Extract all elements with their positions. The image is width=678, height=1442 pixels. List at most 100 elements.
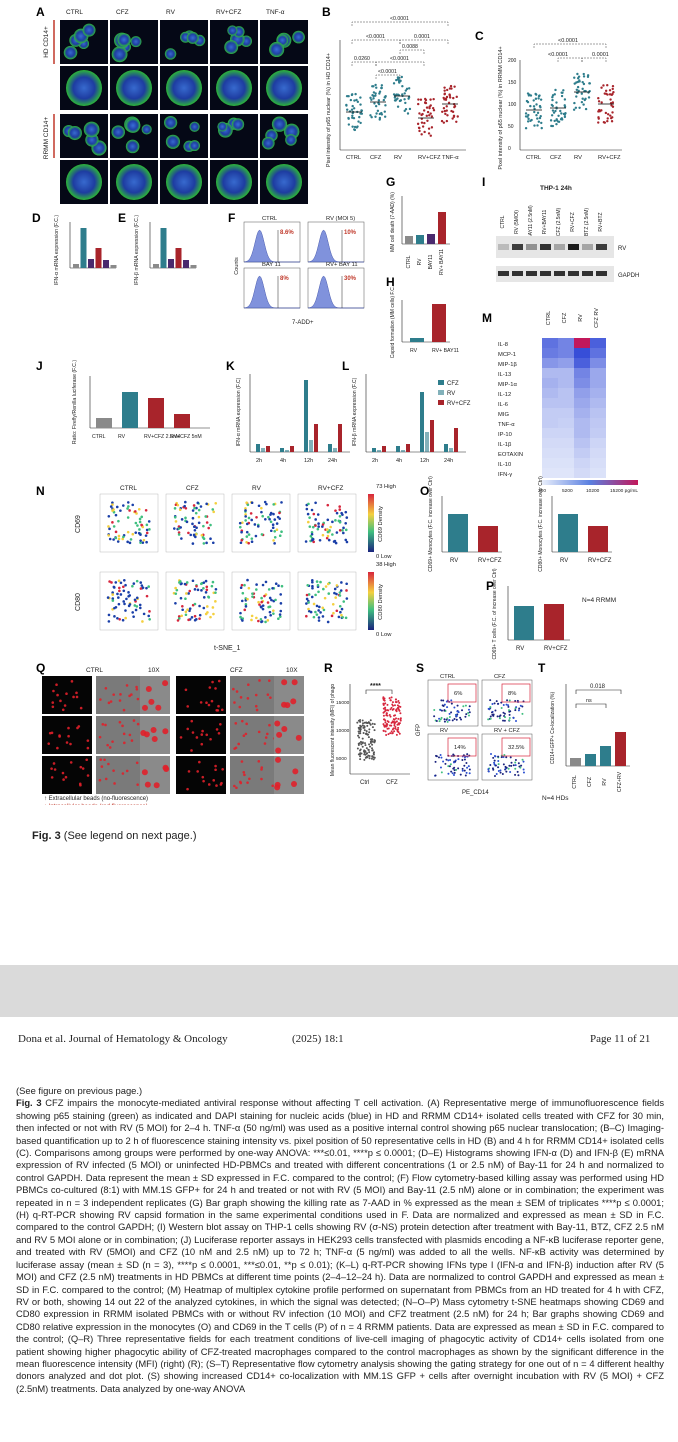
panel-s-point	[522, 760, 525, 763]
panel-q-bead	[217, 679, 221, 683]
panel-a-col-label: TNF-α	[266, 9, 285, 16]
panel-s-point	[504, 716, 507, 719]
panel-b-point	[353, 125, 357, 129]
panel-n-point	[176, 503, 180, 507]
panel-m-cell	[574, 348, 590, 358]
panel-b-point	[418, 112, 421, 115]
panel-n-point	[335, 609, 339, 613]
panel-q-image-tile	[42, 716, 92, 754]
panel-n-scale-title: CD80 Density	[378, 584, 384, 620]
legend-fig-label: Fig. 3	[16, 1097, 42, 1109]
panel-i-blot-rv	[496, 236, 614, 258]
panel-b-point	[421, 125, 425, 128]
panel-r-point	[394, 726, 397, 729]
panel-r-point	[365, 721, 368, 724]
panel-q-bead	[220, 708, 224, 712]
panel-n-point	[272, 512, 275, 516]
panel-q-bead	[136, 722, 140, 726]
panel-i-band	[554, 271, 565, 276]
panel-q-bead	[257, 760, 261, 763]
panel-q-bead	[52, 762, 56, 765]
panel-n-point	[108, 537, 112, 541]
panel-q-bead	[136, 783, 139, 786]
panel-m-row-label: IL-10	[498, 462, 511, 468]
panel-s-point	[501, 772, 504, 775]
panel-m-row-label: MIG	[498, 412, 509, 418]
panel-n-point	[141, 620, 144, 623]
panel-n-point	[341, 529, 344, 532]
panel-q-bead	[248, 777, 251, 781]
panel-q-bead	[107, 701, 111, 705]
panel-b-point	[419, 98, 423, 101]
panel-s-point	[495, 700, 498, 703]
panel-s-point	[461, 709, 464, 712]
panel-a-cell	[292, 30, 305, 44]
panel-r-point	[384, 721, 387, 724]
panel-b-point	[380, 113, 384, 116]
panel-letter-p: P	[486, 579, 494, 593]
panel-n-point	[317, 590, 320, 594]
panel-s-point	[456, 710, 459, 713]
panel-q-bead	[214, 764, 217, 768]
panel-o-bar	[448, 514, 468, 552]
panel-b-point	[345, 104, 348, 107]
panel-r-point	[372, 756, 375, 759]
panel-n-point	[176, 619, 180, 622]
panel-s-point	[498, 715, 501, 718]
panel-q-bead	[62, 778, 65, 781]
panel-s-point	[455, 715, 458, 718]
panel-s-point	[522, 771, 525, 774]
panel-n-point	[267, 515, 270, 519]
panel-c-point	[533, 124, 536, 127]
panel-s-point	[468, 711, 471, 714]
panel-n-point	[173, 507, 177, 510]
panel-b-bracket	[351, 39, 401, 44]
panel-n-point	[145, 528, 149, 532]
panel-l-bar	[382, 446, 386, 452]
panel-q-bead	[51, 705, 55, 709]
panel-n-point	[139, 606, 142, 610]
panel-c-point	[573, 76, 576, 79]
panel-s-point	[508, 717, 511, 720]
panel-a-row-label: HD CD14+	[43, 26, 50, 58]
panel-n-point	[250, 501, 254, 505]
panel-n-point	[141, 541, 145, 544]
panel-k-bar	[314, 424, 318, 452]
panel-m-cell	[542, 458, 558, 468]
panel-q-bead	[258, 679, 261, 682]
panel-q-bead	[106, 743, 109, 747]
panel-b-point	[431, 106, 435, 110]
panel-b-point	[395, 98, 398, 101]
panel-n-point	[115, 505, 119, 509]
panel-n-point	[240, 538, 244, 542]
panel-r-point	[395, 717, 398, 720]
panel-c-point	[608, 89, 612, 92]
panel-n-point	[205, 588, 209, 592]
panel-n-point	[118, 617, 121, 621]
panel-n-point	[107, 514, 111, 518]
panel-n-point	[118, 586, 121, 590]
panel-n-point	[193, 618, 197, 622]
panel-r-point	[397, 699, 400, 702]
panel-n-point	[185, 520, 189, 524]
panel-k-bar	[266, 446, 270, 452]
panel-n-point	[312, 512, 316, 516]
panel-n-point	[196, 501, 200, 505]
panel-s-point	[445, 700, 448, 703]
panel-s-point	[468, 772, 471, 775]
panel-s-ylabel: GFP	[416, 724, 422, 736]
panel-c-point	[563, 98, 567, 101]
panel-r-point	[393, 704, 396, 707]
panel-n-tsne-frame	[297, 571, 357, 631]
panel-r-point	[373, 729, 376, 732]
panel-c-point	[561, 91, 564, 94]
panel-s-point	[505, 756, 508, 759]
panel-b-point	[374, 83, 377, 87]
panel-c-point	[555, 119, 558, 122]
panel-m-cell	[558, 388, 574, 398]
panel-n-point	[126, 540, 129, 544]
panel-m-cell	[590, 468, 606, 478]
panel-q-bead	[266, 693, 270, 696]
panel-h-tick: RV	[410, 348, 418, 354]
panel-c-point	[537, 97, 540, 100]
